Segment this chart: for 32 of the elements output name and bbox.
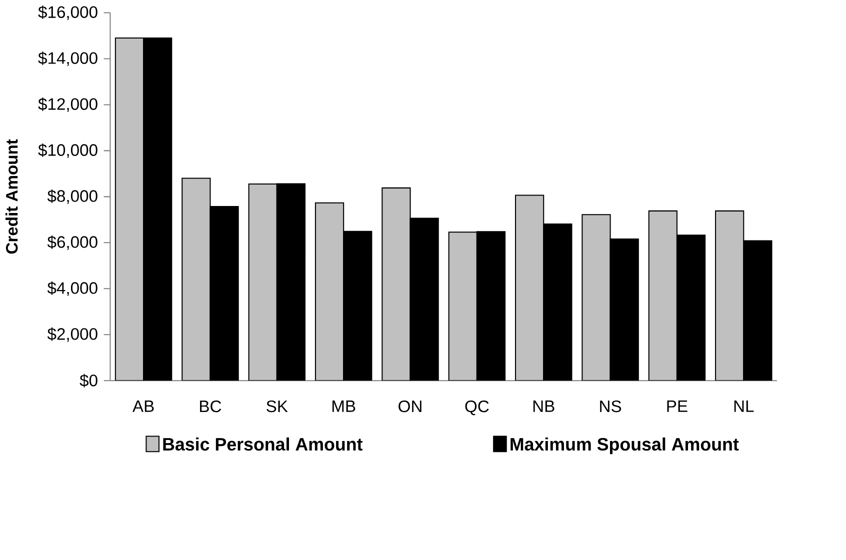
legend-label: Maximum Spousal Amount [510,437,739,454]
bar [248,184,278,381]
y-axis-title: Credit Amount [6,139,18,254]
bar [715,210,744,381]
bar [648,210,678,381]
bar [515,194,544,381]
x-tick-label: MB [332,400,356,412]
bar [448,232,478,381]
x-tick-label: QC [465,400,489,416]
x-tick-label: AB [132,400,154,412]
y-tick-label: $14,000 [38,52,98,66]
x-tick-label: BC [200,400,222,412]
y-tick-label: $10,000 [38,143,98,158]
y-tick-label: $2,000 [47,327,98,342]
bar [582,214,611,381]
bar [114,38,144,381]
x-tick-label: ON [398,400,422,412]
x-tick-label: SK [266,400,288,412]
bar [182,178,211,381]
x-tick-label: PE [667,400,688,412]
y-tick-label: $0 [80,374,98,388]
y-tick-label: $6,000 [47,235,98,250]
legend-label: Basic Personal Amount [163,437,363,451]
bar [314,202,344,381]
bar [382,187,411,381]
x-tick-label: NL [734,400,754,412]
y-tick-label: $16,000 [38,6,98,20]
y-tick-label: $12,000 [38,98,98,112]
x-tick-label: NS [600,400,622,412]
y-tick-label: $4,000 [47,281,98,296]
x-tick-label: NB [533,400,554,412]
y-tick-label: $8,000 [47,189,98,204]
